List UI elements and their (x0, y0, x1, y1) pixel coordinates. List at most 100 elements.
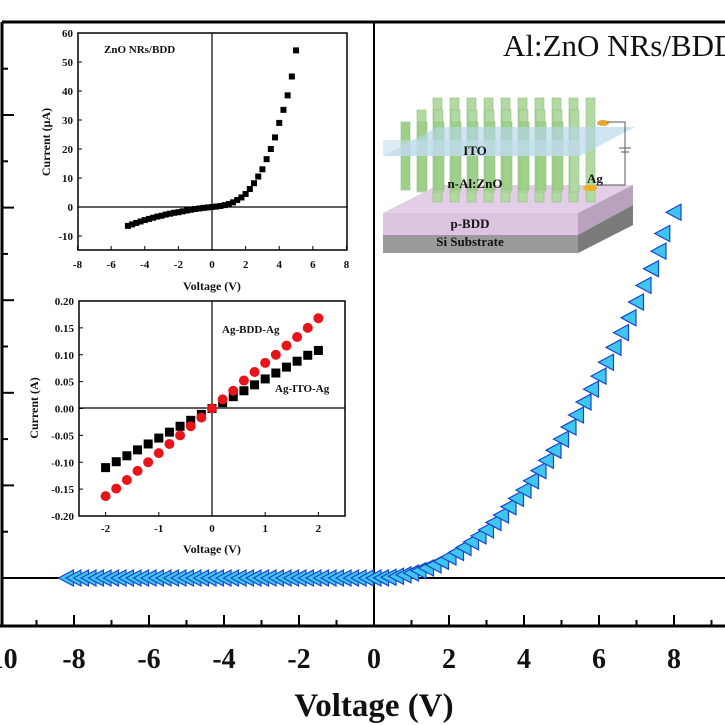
inset2-y-tick-label: 0.20 (55, 296, 75, 308)
inset1-data-point (230, 199, 237, 206)
substrate-side (578, 205, 633, 253)
inset2-point-ag-bdd-ag (270, 349, 281, 360)
inset2-point-ag-ito-ag (228, 392, 238, 402)
inset1-data-point (204, 204, 211, 211)
inset1-x-tick-label: -6 (107, 259, 117, 271)
inset1-data-point (162, 211, 169, 218)
inset-ag-contacts: -2 -1 0 1 2 -0.20 -0.15 -0.10 -0.05 0.00 0.05 0.10 0… (27, 296, 346, 556)
inset1-data-point (175, 209, 182, 216)
inset1-data-point (137, 218, 144, 225)
main-data-point (582, 380, 600, 399)
main-data-point (559, 418, 577, 437)
main-x-tick-label: -6 (137, 644, 160, 675)
inset1-data-point (272, 134, 279, 141)
inset1-data-point (293, 47, 300, 54)
inset2-x-tick-label: 0 (209, 523, 215, 535)
inset1-data-point (154, 213, 161, 220)
inset1-data-point (213, 203, 220, 210)
inset1-data-point (141, 217, 148, 224)
inset-znonrs: -8 -6 -4 -2 0 2 4 6 8 -10 0 10 20 30 40 50 60 ZnO NRs/BD… (39, 28, 350, 293)
inset2-point-ag-bdd-ag (313, 313, 324, 324)
inset1-data-point (133, 219, 140, 226)
inset1-data-point (246, 186, 253, 193)
inset1-data-point (150, 214, 157, 221)
inset2-point-ag-bdd-ag (249, 366, 260, 377)
inset1-data-point (263, 156, 270, 163)
inset1-data-point (124, 222, 131, 229)
main-data-point (522, 471, 540, 490)
inset2-point-ag-ito-ag (111, 457, 121, 467)
inset2-point-ag-ito-ag (281, 362, 291, 372)
inset1-data-point (129, 221, 136, 228)
inset2-y-tick-label: 0.05 (55, 377, 75, 389)
main-x-tick-label: 4 (517, 644, 531, 675)
inset2-point-ag-bdd-ag (217, 394, 228, 405)
inset1-data-point (259, 166, 266, 173)
inset1-data-point (179, 208, 186, 215)
circuit-wire (596, 121, 626, 186)
inset1-data-point (288, 73, 295, 80)
main-data-point (507, 489, 525, 508)
inset1-x-tick-label: -4 (140, 259, 150, 271)
inset1-y-tick-label: 60 (62, 28, 74, 40)
inset1-data-point (234, 197, 241, 204)
inset1-y-tick-label: 50 (62, 57, 74, 69)
main-data-point (544, 441, 562, 460)
label-contact: Ag (587, 171, 603, 186)
bdd-layer-front (383, 213, 578, 235)
inset1-data-point (238, 194, 245, 201)
label-p-layer: p-BDD (450, 216, 489, 231)
main-data-point (529, 461, 547, 480)
inset1-x-tick-label: 4 (276, 259, 282, 271)
main-data-point (604, 338, 622, 357)
inset2-point-ag-ito-ag (313, 345, 323, 355)
main-x-tick-label: -4 (212, 644, 235, 675)
bdd-layer-side (578, 185, 633, 235)
inset2-point-ag-bdd-ag (292, 332, 303, 343)
inset2-point-ag-bdd-ag (302, 322, 313, 333)
inset2-point-ag-ito-ag (239, 386, 249, 396)
inset2-y-tick-label: 0.15 (55, 323, 75, 335)
inset1-data-point (280, 106, 287, 113)
inset2-x-tick-label: -2 (101, 523, 111, 535)
main-data-point (552, 430, 570, 449)
main-data-point (649, 242, 667, 261)
inset1-data-point (267, 146, 274, 152)
main-data-point (619, 308, 637, 327)
main-data-point (589, 367, 607, 386)
main-data-point (537, 451, 555, 470)
ag-contact-top (597, 120, 609, 126)
inset2-point-ag-bdd-ag (175, 430, 186, 441)
inset2-point-ag-ito-ag (154, 433, 164, 443)
substrate-layer (383, 205, 633, 253)
inset1-y-tick-label: -10 (58, 231, 73, 243)
inset2-point-ag-bdd-ag (228, 385, 239, 396)
inset2-x-tick-label: -1 (154, 523, 163, 535)
inset2-x-label: Voltage (V) (183, 542, 241, 556)
main-data-point (574, 393, 592, 412)
inset1-data-point (166, 210, 173, 217)
inset2-y-tick-label: 0.00 (55, 404, 75, 416)
inset2-point-ag-bdd-ag (260, 357, 271, 368)
inset2-x-tick-label: 1 (262, 523, 268, 535)
inset1-data-point (171, 209, 178, 216)
main-x-label: Voltage (V) (294, 688, 453, 724)
inset1-data-point (187, 206, 194, 213)
main-data-point (627, 293, 645, 312)
inset1-data-point (242, 190, 249, 197)
inset1-data-point (158, 212, 165, 219)
inset2-point-ag-ito-ag (143, 439, 153, 449)
inset2-point-ag-ito-ag (250, 380, 260, 390)
inset2-point-ag-bdd-ag (238, 375, 249, 386)
inset1-x-tick-label: 2 (243, 259, 249, 271)
main-data-point (514, 481, 532, 500)
main-data-point (484, 513, 502, 532)
legend-ag-ito-ag: Ag-ITO-Ag (275, 383, 330, 395)
main-data-point (597, 353, 615, 372)
inset2-y-tick-label: -0.15 (51, 484, 74, 496)
inset2-point-ag-ito-ag (292, 356, 302, 366)
inset1-y-tick-label: 20 (62, 144, 74, 156)
main-x-tick-label: 8 (667, 644, 681, 675)
inset1-data-point (284, 92, 291, 99)
